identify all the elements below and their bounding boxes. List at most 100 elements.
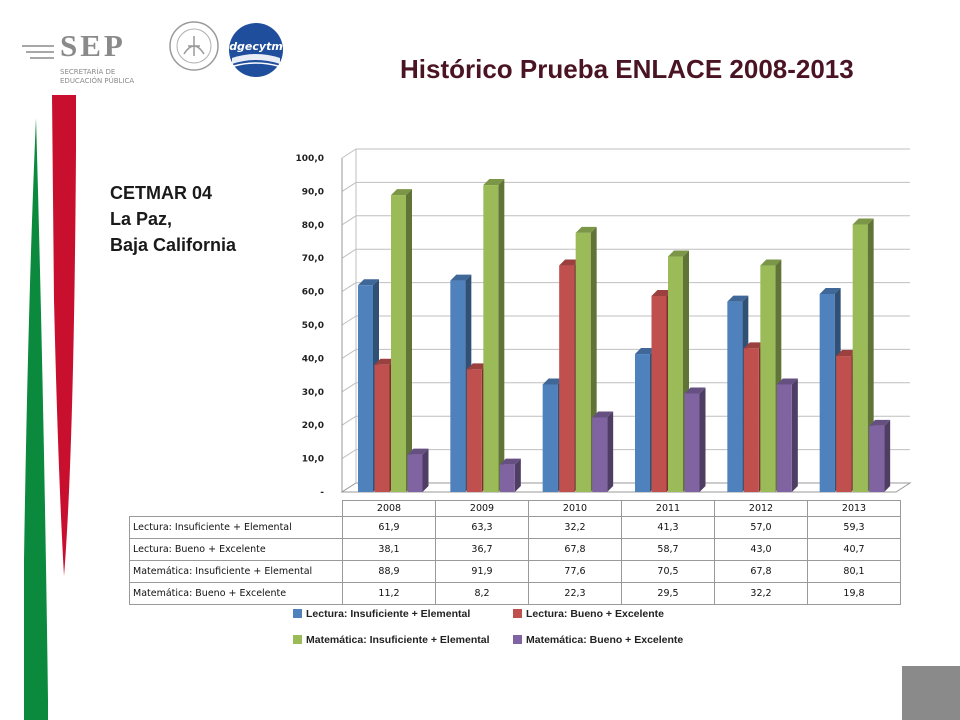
decorative-stripes [24,95,76,720]
x-tick-label: 2008 [342,500,436,517]
bar-top [391,189,412,196]
bar [466,369,482,492]
bar-top [483,179,505,186]
y-tick-label: 20,0 [302,421,324,431]
school-city: La Paz, [110,209,173,229]
bar-side [514,458,521,492]
gridline-side [341,215,357,226]
legend-label: Lectura: Insuficiente + Elemental [306,608,471,620]
bar [852,224,868,492]
gridline-side [341,181,357,192]
bar-side [791,378,798,492]
legend-swatch [513,635,522,644]
legend-label: Lectura: Bueno + Excelente [526,608,665,620]
bar-side [406,189,412,492]
data-label: 91,9 [435,560,529,583]
sep-logo-text: SEP [60,28,126,63]
legend-swatch [293,635,302,644]
legend-item: Matemática: Insuficiente + Elemental [293,634,490,646]
bar-top [819,287,841,294]
legend-swatch [293,609,302,618]
data-label: 29,5 [621,582,715,605]
sep-logo-lines-icon [22,45,54,59]
school-name: CETMAR 04 [110,183,213,203]
y-tick-label: 60,0 [302,288,324,298]
bar [499,464,515,492]
data-label: 43,0 [714,538,808,561]
gridline-side [341,248,357,259]
table-header-row: 2008 2009 2010 2011 2012 2013 [130,500,901,517]
y-tick-label: 100,0 [296,154,324,164]
table-row: Matemática: Insuficiente + Elemental 88,9… [129,560,901,583]
data-label: 36,7 [435,538,529,561]
bar [760,265,776,492]
data-label: 57,0 [714,516,808,539]
bar [743,348,759,492]
series-name-cell: Matemática: Bueno + Excelente [129,582,343,605]
bar-top [542,378,564,385]
dgecytm-logo-icon: dgecytm [229,23,283,77]
bar-top [852,218,874,225]
x-tick-label: 2009 [435,500,529,517]
bar-top [450,274,472,281]
data-label: 41,3 [621,516,715,539]
bar [542,384,558,492]
bar [575,232,591,493]
bar-top [727,295,749,302]
legend-label: Matemática: Bueno + Excelente [526,634,684,646]
gridline-side [341,415,357,426]
data-label: 70,5 [621,560,715,583]
green-stripe [24,118,48,720]
bar [391,195,406,492]
bar-top [499,458,521,465]
gridline-side [341,382,357,393]
y-tick-label: 50,0 [302,321,324,331]
bar-top [651,289,673,296]
bar [869,425,885,492]
bar-top [776,378,798,385]
bar-side [422,448,429,492]
bar-top [743,342,765,349]
data-label: 11,2 [342,582,436,605]
sep-logo-subtext: SECRETARÍA DE EDUCACIÓN PÚBLICA [60,68,134,86]
legend-item: Lectura: Bueno + Excelente [513,608,664,620]
data-label: 63,3 [435,516,529,539]
bar-side [699,387,706,492]
school-state: Baja California [110,235,237,255]
bar [836,356,852,492]
bar [592,417,608,492]
data-label: 80,1 [807,560,901,583]
chart-data-table: 2008 2009 2010 2011 2012 2013 Lectura: Insufic… [129,500,901,605]
table-row: Lectura: Insuficiente + Elemental 61,9 63,… [129,516,901,539]
data-label: 8,2 [435,582,529,605]
x-tick-label: 2010 [528,500,622,517]
data-label: 22,3 [528,582,622,605]
bar-top [869,419,891,426]
bar-top [466,363,488,370]
bar-top [635,348,656,355]
bar-top [592,411,614,418]
gridline-side [341,282,357,293]
y-tick-label: 80,0 [302,221,324,231]
legend-swatch [513,609,522,618]
page-title: Histórico Prueba ENLACE 2008-2013 [400,54,854,84]
bar [450,280,466,492]
red-stripe [52,95,76,576]
series-name-cell: Lectura: Bueno + Excelente [129,538,343,561]
sep-subtext-line2: EDUCACIÓN PÚBLICA [60,77,135,85]
x-tick-label: 2011 [621,500,715,517]
data-label: 59,3 [807,516,901,539]
gridline-side [341,315,357,326]
bar-side [607,411,614,492]
data-label: 32,2 [714,582,808,605]
bar-top [575,226,597,233]
y-tick-label: 30,0 [302,388,324,398]
school-info: CETMAR 04 La Paz, Baja California [110,180,236,258]
data-label: 40,7 [807,538,901,561]
data-label: 67,8 [528,538,622,561]
mexico-seal-icon [169,21,219,71]
data-label: 77,6 [528,560,622,583]
x-tick-label: 2013 [807,500,901,517]
table-row: Matemática: Bueno + Excelente 11,2 8,2 22,3… [129,582,901,605]
